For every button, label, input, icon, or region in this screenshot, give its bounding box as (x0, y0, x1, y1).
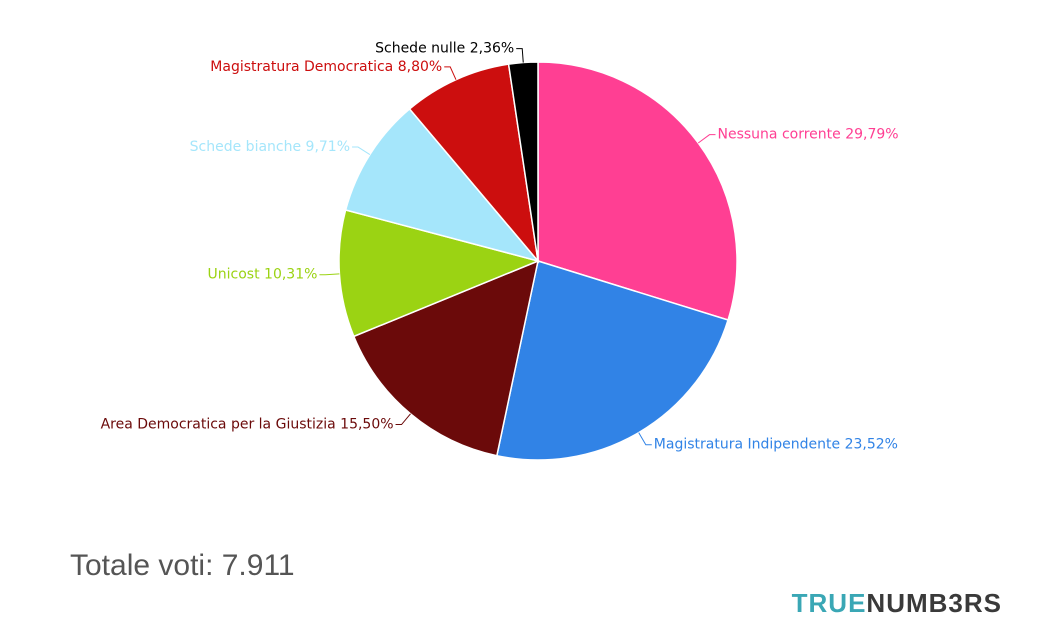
data-label: Nessuna corrente 29,79% (718, 127, 899, 143)
category-name: Magistratura Indipendente (654, 437, 840, 453)
pie-slice (352, 259, 540, 457)
leader-line (516, 48, 524, 63)
leader-line (395, 413, 411, 426)
pie-slice (344, 107, 541, 263)
pie-slice (495, 260, 729, 461)
data-label: Magistratura Indipendente 23,52% (654, 437, 898, 453)
value-label: 10,31% (264, 267, 317, 283)
leader-line (444, 66, 457, 80)
leader-line (352, 146, 371, 155)
data-label: Magistratura Democratica 8,80% (210, 59, 442, 75)
pie-slice (507, 61, 539, 262)
category-name: Schede bianche (190, 139, 301, 155)
value-label: 2,36% (470, 41, 514, 57)
category-name: Area Democratica per la Giustizia (101, 417, 336, 433)
category-name: Unicost (208, 267, 261, 283)
data-label: Unicost 10,31% (208, 267, 318, 283)
value-label: 15,50% (340, 417, 393, 433)
brand-second: NUMB3RS (866, 588, 1002, 618)
pie-slice (338, 209, 541, 338)
pie-slice (408, 63, 540, 264)
value-label: 8,80% (398, 59, 442, 75)
leader-line (319, 273, 340, 276)
data-label: Schede nulle 2,36% (375, 41, 514, 57)
category-name: Schede nulle (375, 41, 465, 57)
data-label: Schede bianche 9,71% (190, 139, 350, 155)
category-name: Nessuna corrente (718, 127, 841, 143)
total-annotation: Totale voti: 7.911 (70, 549, 295, 582)
pie-slice (537, 61, 738, 321)
brand-logo: TRUENUMB3RS (792, 588, 1002, 618)
value-label: 29,79% (845, 127, 898, 143)
category-name: Magistratura Democratica (210, 59, 393, 75)
value-label: 9,71% (306, 139, 350, 155)
leader-line (697, 134, 716, 144)
leader-line (638, 432, 652, 446)
data-label: Area Democratica per la Giustizia 15,50% (101, 417, 394, 433)
value-label: 23,52% (845, 437, 898, 453)
brand-first: TRUE (792, 588, 867, 618)
